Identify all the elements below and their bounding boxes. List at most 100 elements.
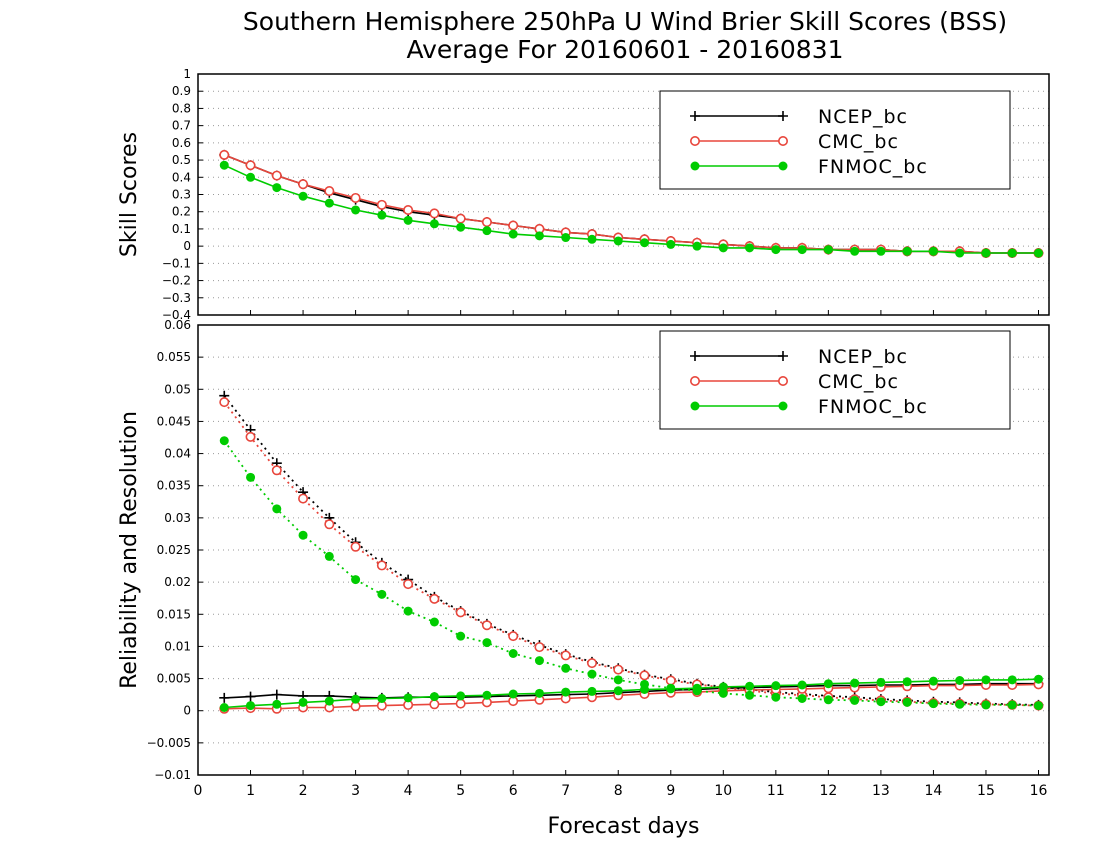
data-point: [350, 192, 361, 203]
data-point: [797, 245, 807, 255]
y-tick-label: −0.01: [154, 768, 191, 782]
data-point: [351, 694, 361, 704]
x-tick-label: 3: [351, 783, 360, 799]
y-tick-label: 0.2: [172, 205, 191, 219]
legend-box: [659, 90, 1011, 190]
series-fnmoc-bc-reliability: [219, 436, 1043, 711]
x-tick-label: 6: [509, 783, 518, 799]
data-point: [850, 246, 860, 256]
plot-frame: [197, 73, 1050, 316]
data-point: [771, 681, 781, 691]
legend-label: CMC_bc: [818, 371, 899, 393]
data-point: [403, 693, 413, 703]
legend-marker: [690, 161, 700, 171]
x-tick-label: 2: [299, 783, 308, 799]
data-point: [429, 593, 440, 604]
legend-entry-ncep-bc: NCEP_bc: [690, 106, 907, 128]
data-point: [561, 687, 571, 697]
y-axis-title: Reliability and Resolution: [117, 411, 142, 689]
data-point: [561, 663, 571, 673]
x-tick-label: 14: [925, 783, 943, 799]
x-tick-label: 1: [246, 783, 255, 799]
data-point: [876, 697, 886, 707]
data-point: [219, 703, 229, 712]
legend-marker: [690, 351, 700, 361]
data-point: [298, 179, 309, 190]
data-point: [718, 243, 728, 253]
x-tick-label: 0: [194, 783, 203, 799]
data-point: [271, 689, 282, 700]
data-point: [586, 658, 597, 669]
data-point: [271, 465, 282, 476]
data-point: [771, 245, 781, 255]
y-tick-label: 0.03: [164, 511, 191, 525]
data-point: [455, 607, 466, 618]
y-tick-label: 0.055: [157, 350, 191, 364]
data-point: [613, 675, 623, 685]
y-tick-label: 1: [183, 67, 191, 81]
data-point: [955, 676, 965, 685]
y-tick-label: 0.06: [164, 318, 191, 332]
data-point: [534, 231, 544, 241]
data-point: [928, 699, 938, 709]
data-point: [718, 682, 728, 692]
chart-title: Southern Hemisphere 250hPa U Wind Brier …: [243, 7, 1007, 36]
data-point: [298, 191, 308, 201]
legend-marker: [689, 375, 700, 386]
data-point: [377, 210, 387, 220]
y-tick-label: −0.3: [162, 291, 191, 305]
x-tick-label: 12: [819, 783, 837, 799]
data-point: [745, 243, 755, 253]
data-point: [876, 246, 886, 256]
legend-label: FNMOC_bc: [818, 156, 928, 178]
data-point: [429, 617, 439, 627]
data-point: [666, 239, 676, 249]
y-tick-label: 0.05: [164, 382, 191, 396]
data-point: [245, 691, 256, 702]
data-point: [666, 684, 676, 694]
data-point: [298, 493, 309, 504]
data-point: [429, 208, 440, 219]
data-point: [508, 220, 519, 231]
data-point: [272, 504, 282, 514]
x-tick-label: 8: [614, 783, 623, 799]
series-cmc-bc-reliability: [219, 397, 1044, 711]
data-point: [482, 638, 492, 648]
data-point: [534, 656, 544, 666]
data-point: [324, 551, 334, 561]
legend-marker: [778, 111, 788, 121]
reliability-resolution-panel: −0.01 −0.005 0 0.005 0.01 0.015 0.02 0.025 0.03 0…: [117, 318, 1050, 839]
data-point: [797, 680, 807, 690]
y-axis-title: Skill Scores: [117, 132, 142, 257]
legend-marker: [689, 136, 700, 147]
data-point: [245, 160, 256, 171]
data-point: [745, 690, 755, 700]
data-point: [272, 699, 282, 709]
data-point: [429, 692, 439, 702]
data-point: [587, 686, 597, 696]
data-point: [587, 234, 597, 244]
data-point: [613, 686, 623, 696]
data-point: [246, 472, 256, 482]
data-point: [640, 685, 650, 694]
x-tick-label: 4: [404, 783, 413, 799]
data-point: [718, 688, 728, 698]
x-tick-label: 7: [561, 783, 570, 799]
data-point: [403, 204, 414, 215]
data-point: [298, 697, 308, 707]
x-tick-label: 5: [456, 783, 465, 799]
legend: NCEP_bc CMC_bc FNMOC_bc: [659, 90, 1011, 190]
data-point: [219, 149, 230, 160]
data-point: [955, 699, 965, 709]
y-tick-label: 0.025: [157, 543, 191, 557]
legend-label: NCEP_bc: [818, 346, 908, 368]
y-tick-label: 0.7: [172, 119, 191, 133]
data-point: [928, 676, 938, 686]
plot-frame: [197, 324, 1050, 776]
data-point: [797, 694, 807, 703]
data-point: [376, 199, 387, 210]
legend-entry-fnmoc-bc: FNMOC_bc: [690, 396, 927, 418]
x-tick-label: 11: [767, 783, 785, 799]
data-point: [981, 248, 991, 258]
series-line: [223, 440, 1039, 707]
